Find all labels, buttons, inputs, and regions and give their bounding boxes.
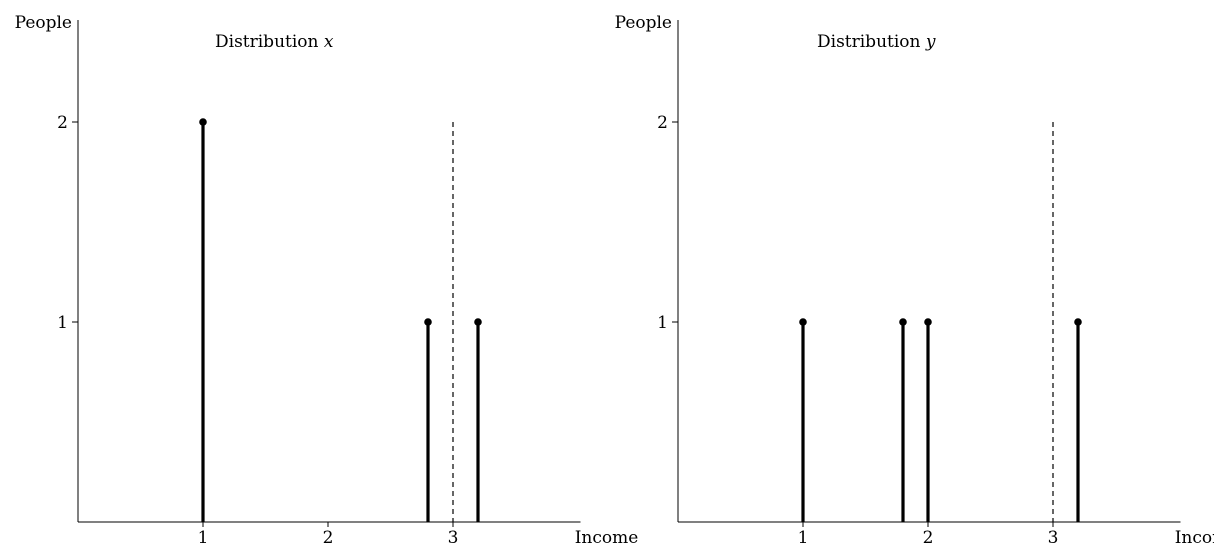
chart-title-text: Distribution [215, 32, 324, 52]
stem-marker [899, 318, 907, 326]
y-tick-label: 1 [57, 313, 68, 333]
y-tick-label: 2 [657, 113, 668, 133]
chart-panel-x: People Income 1 2 1 2 3 Distribution x [15, 13, 639, 545]
chart-title-variable: x [324, 32, 334, 52]
x-axis-label: Income [575, 528, 639, 545]
stem-marker [199, 118, 207, 126]
stem-marker [924, 318, 932, 326]
y-tick-label: 2 [57, 113, 68, 133]
y-axis-label: People [615, 13, 672, 33]
x-tick-label: 1 [798, 528, 809, 545]
chart-title: Distribution y [817, 32, 936, 52]
stem-marker [424, 318, 432, 326]
stem-marker [799, 318, 807, 326]
chart-title-text: Distribution [817, 32, 926, 52]
x-tick-label: 3 [448, 528, 459, 545]
x-axis-label: Income [1175, 528, 1214, 545]
x-tick-label: 3 [1048, 528, 1059, 545]
chart-title: Distribution x [215, 32, 334, 52]
chart-panel-y: People Income 1 2 1 2 3 Distribution y [615, 13, 1214, 545]
y-axis-label: People [15, 13, 72, 33]
stem-marker [474, 318, 482, 326]
chart-title-variable: y [925, 32, 936, 52]
x-tick-label: 1 [198, 528, 209, 545]
y-tick-label: 1 [657, 313, 668, 333]
x-tick-label: 2 [923, 528, 934, 545]
stem-marker [1074, 318, 1082, 326]
x-tick-label: 2 [323, 528, 334, 545]
